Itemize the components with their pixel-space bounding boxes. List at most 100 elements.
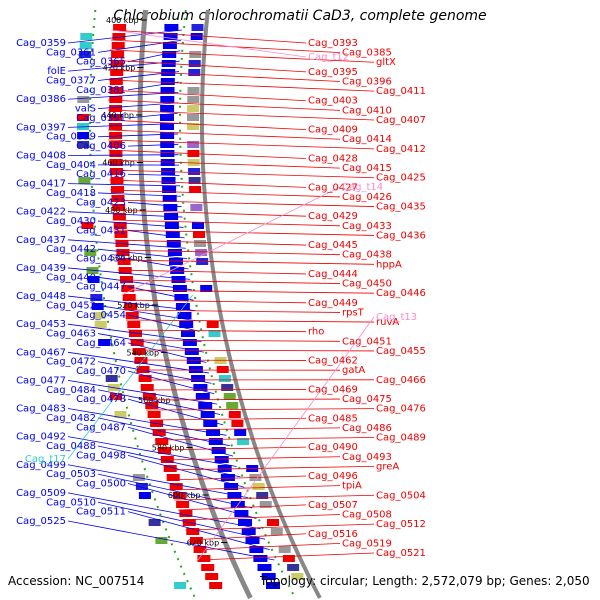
gene-label-right[interactable]: Cag_0496 (308, 471, 358, 482)
gene-label-right[interactable]: Cag_0396 (342, 76, 392, 87)
rna-label-right[interactable]: Cag_t12 (308, 52, 349, 63)
gene-label-right[interactable]: Cag_0450 (342, 279, 392, 290)
gene-label-right[interactable]: Cag_0436 (376, 230, 426, 241)
gene-label-right[interactable]: Cag_0516 (308, 529, 358, 540)
gene-label-right[interactable]: Cag_0519 (342, 538, 392, 549)
gene-label-right[interactable]: Cag_0475 (342, 394, 392, 405)
gene-label-left[interactable]: Cag_0499 (16, 460, 66, 471)
gene-label-left[interactable]: Cag_0483 (16, 404, 66, 415)
gene-label-right[interactable]: Cag_0412 (376, 144, 426, 155)
gene-label-left[interactable]: Cag_0418 (46, 188, 96, 199)
gene-label-right[interactable]: gatA (342, 365, 365, 376)
gene-label-right[interactable]: Cag_0444 (308, 269, 358, 280)
gene-label-right[interactable]: Cag_0455 (376, 346, 426, 357)
gene-label-left[interactable]: Cag_0430 (46, 216, 96, 227)
gene-label-left[interactable]: Cag_0464 (76, 338, 126, 349)
gene-label-left[interactable]: Cag_0361 (46, 47, 96, 58)
rna-label-right[interactable]: Cag_t13 (376, 312, 417, 323)
gene-label-left[interactable]: Cag_0397 (16, 122, 66, 133)
gene-label-left[interactable]: Cag_0487 (76, 422, 126, 433)
gene-label-right[interactable]: Cag_0462 (308, 356, 358, 367)
gene-label-right[interactable]: Cag_0411 (376, 86, 426, 97)
gene-label-right[interactable]: Cag_0466 (376, 375, 426, 386)
gene-label-right[interactable]: greA (376, 461, 399, 472)
gene-label-right[interactable]: Cag_0435 (376, 202, 426, 213)
gene-label-right[interactable]: Cag_0429 (308, 211, 358, 222)
gene-label-left[interactable]: Cag_0511 (76, 507, 126, 518)
gene-label-right[interactable]: Cag_0438 (342, 250, 392, 261)
gene-label-right[interactable]: gltX (376, 57, 396, 68)
gene-label-left[interactable]: Cag_0416 (76, 169, 126, 180)
gene-label-right[interactable]: Cag_0449 (308, 298, 358, 309)
gene-label-left[interactable]: Cag_0503 (46, 469, 96, 480)
gene-label-right[interactable]: Cag_0476 (376, 404, 426, 415)
gene-label-left[interactable]: Cag_0472 (46, 357, 96, 368)
gene-label-right[interactable]: tpiA (342, 481, 362, 492)
gene-label-left[interactable]: Cag_0440 (46, 272, 96, 283)
gene-label-left[interactable]: Cag_0500 (76, 479, 126, 490)
gene-label-left[interactable]: Cag_0488 (46, 441, 96, 452)
gene-label-right[interactable]: rho (308, 327, 324, 338)
gene-label-left[interactable]: Cag_0431 (76, 225, 126, 236)
gene-label-left[interactable]: Cag_0406 (76, 141, 126, 152)
gene-label-right[interactable]: Cag_0451 (342, 336, 392, 347)
gene-label-left[interactable]: Cag_0452 (46, 300, 96, 311)
gene-label-left[interactable]: Cag_0386 (16, 94, 66, 105)
gene-label-right[interactable]: Cag_0385 (342, 48, 392, 59)
gene-label-left[interactable]: Cag_0510 (46, 497, 96, 508)
gene-label-right[interactable]: Cag_0410 (342, 105, 392, 116)
gene-label-right[interactable]: Cag_0395 (308, 67, 358, 78)
gene-label-left[interactable]: Cag_0463 (46, 329, 96, 340)
gene-label-right[interactable]: Cag_0493 (342, 452, 392, 463)
gene-label-left[interactable]: Cag_0417 (16, 179, 66, 190)
gene-label-left[interactable]: Cag_0509 (16, 488, 66, 499)
gene-label-right[interactable]: Cag_0507 (308, 500, 358, 511)
gene-label-left[interactable]: Cag_0467 (16, 347, 66, 358)
gene-label-right[interactable]: Cag_0415 (342, 163, 392, 174)
gene-label-right[interactable]: Cag_0426 (342, 192, 392, 203)
gene-label-left[interactable]: Cag_0484 (46, 385, 96, 396)
gene-label-left[interactable]: Cag_0381 (76, 85, 126, 96)
gene-label-right[interactable]: Cag_0414 (342, 134, 392, 145)
gene-label-left[interactable]: Cag_0448 (16, 291, 66, 302)
gene-label-right[interactable]: Cag_0512 (376, 519, 426, 530)
gene-label-right[interactable]: Cag_0427 (308, 182, 358, 193)
gene-label-left[interactable]: Cag_0399 (46, 132, 96, 143)
gene-label-right[interactable]: Cag_0489 (376, 433, 426, 444)
gene-label-right[interactable]: Cag_0486 (342, 423, 392, 434)
gene-label-right[interactable]: Cag_0403 (308, 96, 358, 107)
gene-label-right[interactable]: Cag_0393 (308, 38, 358, 49)
gene-label-right[interactable]: Cag_0425 (376, 173, 426, 184)
gene-label-right[interactable]: ruvA (376, 317, 399, 328)
gene-label-right[interactable]: Cag_0508 (342, 510, 392, 521)
gene-label-right[interactable]: Cag_0409 (308, 125, 358, 136)
gene-label-left[interactable]: Cag_0404 (46, 160, 96, 171)
gene-label-left[interactable]: folE (47, 66, 66, 77)
gene-label-left[interactable]: Cag_0442 (46, 244, 96, 255)
gene-label-left[interactable]: Cag_0492 (16, 432, 66, 443)
gene-label-left[interactable]: Cag_0482 (46, 413, 96, 424)
gene-label-left[interactable]: Cag_0423 (76, 197, 126, 208)
gene-label-left[interactable]: Cag_0477 (16, 375, 66, 386)
gene-label-left[interactable]: Cag_0377 (46, 75, 96, 86)
gene-label-right[interactable]: Cag_0433 (342, 221, 392, 232)
gene-label-left[interactable]: Cag_0454 (76, 310, 126, 321)
gene-label-right[interactable]: Cag_0428 (308, 153, 358, 164)
gene-label-left[interactable]: Cag_0437 (16, 235, 66, 246)
gene-label-right[interactable]: hppA (376, 259, 402, 270)
gene-label-left[interactable]: valS (75, 104, 96, 115)
gene-label-right[interactable]: Cag_0469 (308, 384, 358, 395)
gene-label-left[interactable]: Cag_0498 (76, 450, 126, 461)
gene-label-left[interactable]: Cag_0359 (16, 38, 66, 49)
gene-label-left[interactable]: Cag_0470 (76, 366, 126, 377)
gene-label-left[interactable]: Cag_0365 (76, 57, 126, 68)
gene-label-left[interactable]: Cag_0447 (76, 282, 126, 293)
gene-label-right[interactable]: Cag_0446 (376, 288, 426, 299)
gene-label-left[interactable]: Cag_0453 (16, 319, 66, 330)
gene-label-left[interactable]: Cag_0439 (16, 263, 66, 274)
gene-label-right[interactable]: Cag_0490 (308, 442, 358, 453)
gene-label-left[interactable]: Cag_0478 (76, 394, 126, 405)
gene-label-right[interactable]: Cag_0445 (308, 240, 358, 251)
gene-label-left[interactable]: Cag_0408 (16, 150, 66, 161)
rna-label-left[interactable]: Cag_t17 (25, 454, 66, 465)
